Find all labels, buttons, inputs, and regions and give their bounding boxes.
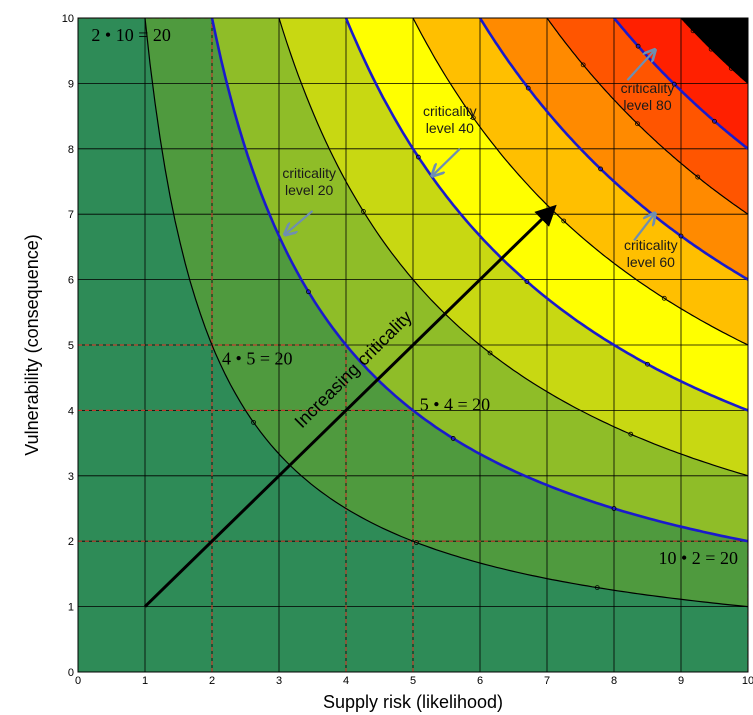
contour-level-60 — [478, 18, 748, 281]
criticality-note: criticality level 20 — [282, 165, 336, 198]
example-label: 5 • 4 = 20 — [420, 394, 490, 414]
contour-marker — [413, 540, 419, 545]
note-arrow — [433, 148, 461, 175]
contour-marker — [678, 233, 684, 239]
contour-marker — [611, 506, 617, 511]
contour-marker — [645, 361, 650, 367]
contour-marker — [712, 118, 717, 124]
tick-labels: 0 1 2 3 4 5 6 7 8 9 10 0 1 2 3 4 5 6 7 8 9 10 — [62, 13, 753, 687]
contour-marker — [661, 295, 667, 301]
x-tick-label: 10 — [742, 675, 753, 687]
contour-marker — [470, 115, 476, 121]
contour-marker — [690, 28, 696, 34]
y-tick-label: 10 — [62, 13, 74, 25]
contour-marker — [635, 121, 640, 127]
contour-level-90 — [680, 18, 748, 84]
criticality-note: criticality level 80 — [621, 80, 675, 113]
arrow-line — [143, 204, 557, 608]
contour-marker — [361, 209, 366, 214]
contour-marker — [635, 43, 641, 49]
x-tick-label: 9 — [678, 675, 684, 687]
x-tick-label: 8 — [611, 675, 617, 687]
example-label: 2 • 10 = 20 — [91, 25, 170, 45]
contour-marker — [524, 279, 530, 284]
contour-marker — [708, 46, 714, 52]
contour-level-40 — [344, 18, 748, 412]
band-90 — [681, 18, 748, 84]
y-tick-label: 7 — [68, 209, 74, 221]
y-tick-label: 5 — [68, 340, 74, 352]
contour-marker — [671, 81, 677, 87]
x-tick-label: 1 — [142, 675, 148, 687]
y-tick-label: 6 — [68, 275, 74, 287]
contour-marker — [487, 350, 493, 356]
x-tick-label: 5 — [410, 675, 416, 687]
contour-level-80 — [612, 18, 748, 150]
contour-marker — [306, 289, 311, 295]
contour-marker — [251, 419, 256, 425]
contour-marker — [450, 436, 456, 441]
y-tick-label: 3 — [68, 471, 74, 483]
y-tick-label: 1 — [68, 602, 74, 614]
contour-level-70 — [546, 18, 748, 215]
x-tick-label: 0 — [75, 675, 81, 687]
annotations: 2 • 10 = 20 4 • 5 = 20 5 • 4 = 20 10 • 2 = … — [91, 25, 738, 568]
contour-level-20 — [210, 18, 748, 543]
y-tick-label: 4 — [68, 405, 74, 417]
y-axis-title: Vulnerability (consequence) — [22, 234, 42, 455]
contour-marker — [561, 218, 567, 224]
contour-level-30 — [278, 18, 748, 477]
contour-marker — [415, 154, 421, 160]
contour-marker — [594, 585, 600, 591]
example-label: 4 • 5 = 20 — [222, 349, 292, 369]
x-axis-title: Supply risk (likelihood) — [323, 692, 503, 712]
contour-marker — [695, 174, 701, 180]
x-tick-label: 6 — [477, 675, 483, 687]
x-tick-label: 4 — [343, 675, 349, 687]
contour-lines — [144, 18, 748, 608]
example-label: 10 • 2 = 20 — [658, 548, 737, 568]
y-tick-label: 2 — [68, 536, 74, 548]
note-arrow — [633, 214, 654, 242]
contour-marker — [628, 431, 634, 437]
x-tick-label: 2 — [209, 675, 215, 687]
contour-marker — [598, 166, 603, 172]
y-tick-label: 8 — [68, 144, 74, 156]
x-tick-label: 3 — [276, 675, 282, 687]
contour-marker — [580, 62, 586, 68]
contour-marker — [525, 85, 531, 91]
note-arrow — [286, 210, 314, 234]
contour-level-50 — [412, 18, 748, 346]
plot-frame — [77, 17, 749, 673]
y-tick-label: 0 — [68, 667, 74, 679]
contour-level-10 — [144, 18, 748, 608]
criticality-note: criticality level 40 — [423, 103, 477, 136]
x-tick-label: 7 — [544, 675, 550, 687]
contour-marker — [728, 65, 734, 71]
note-arrow — [626, 51, 654, 81]
criticality-note: criticality level 60 — [624, 237, 678, 270]
y-tick-label: 9 — [68, 78, 74, 90]
